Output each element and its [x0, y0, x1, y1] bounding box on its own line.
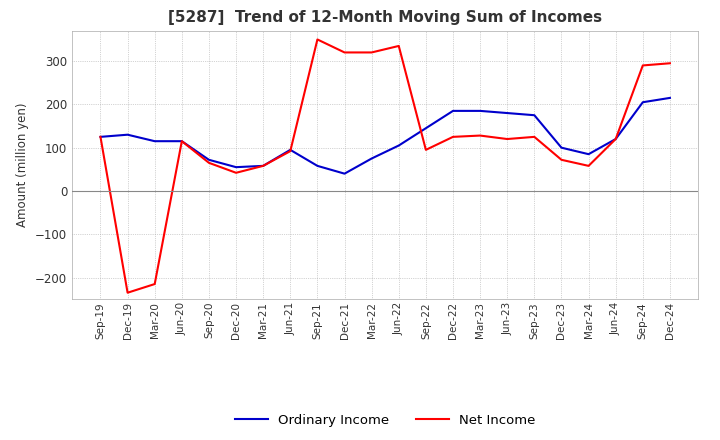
Title: [5287]  Trend of 12-Month Moving Sum of Incomes: [5287] Trend of 12-Month Moving Sum of I…	[168, 11, 602, 26]
Ordinary Income	[476, 108, 485, 114]
Net Income	[232, 170, 240, 176]
Ordinary Income	[557, 145, 566, 150]
Net Income	[367, 50, 376, 55]
Ordinary Income	[665, 95, 674, 100]
Ordinary Income	[204, 157, 213, 162]
Ordinary Income	[150, 139, 159, 144]
Ordinary Income	[503, 110, 511, 116]
Net Income	[96, 134, 105, 139]
Line: Ordinary Income: Ordinary Income	[101, 98, 670, 174]
Ordinary Income	[123, 132, 132, 137]
Net Income	[503, 136, 511, 142]
Ordinary Income	[96, 134, 105, 139]
Ordinary Income	[286, 147, 294, 153]
Ordinary Income	[530, 113, 539, 118]
Net Income	[665, 61, 674, 66]
Line: Net Income: Net Income	[101, 40, 670, 293]
Net Income	[639, 63, 647, 68]
Net Income	[449, 134, 457, 139]
Ordinary Income	[395, 143, 403, 148]
Ordinary Income	[178, 139, 186, 144]
Net Income	[150, 282, 159, 287]
Net Income	[476, 133, 485, 138]
Net Income	[341, 50, 349, 55]
Net Income	[421, 147, 430, 153]
Net Income	[286, 149, 294, 154]
Legend: Ordinary Income, Net Income: Ordinary Income, Net Income	[230, 409, 541, 432]
Ordinary Income	[232, 165, 240, 170]
Ordinary Income	[611, 136, 620, 142]
Net Income	[395, 43, 403, 48]
Ordinary Income	[449, 108, 457, 114]
Ordinary Income	[584, 151, 593, 157]
Net Income	[259, 163, 268, 169]
Net Income	[557, 157, 566, 162]
Net Income	[313, 37, 322, 42]
Ordinary Income	[313, 163, 322, 169]
Ordinary Income	[421, 125, 430, 131]
Net Income	[611, 136, 620, 142]
Net Income	[584, 163, 593, 169]
Ordinary Income	[259, 163, 268, 169]
Ordinary Income	[341, 171, 349, 176]
Y-axis label: Amount (million yen): Amount (million yen)	[17, 103, 30, 227]
Net Income	[530, 134, 539, 139]
Ordinary Income	[367, 156, 376, 161]
Net Income	[123, 290, 132, 295]
Net Income	[204, 160, 213, 165]
Net Income	[178, 139, 186, 144]
Ordinary Income	[639, 99, 647, 105]
